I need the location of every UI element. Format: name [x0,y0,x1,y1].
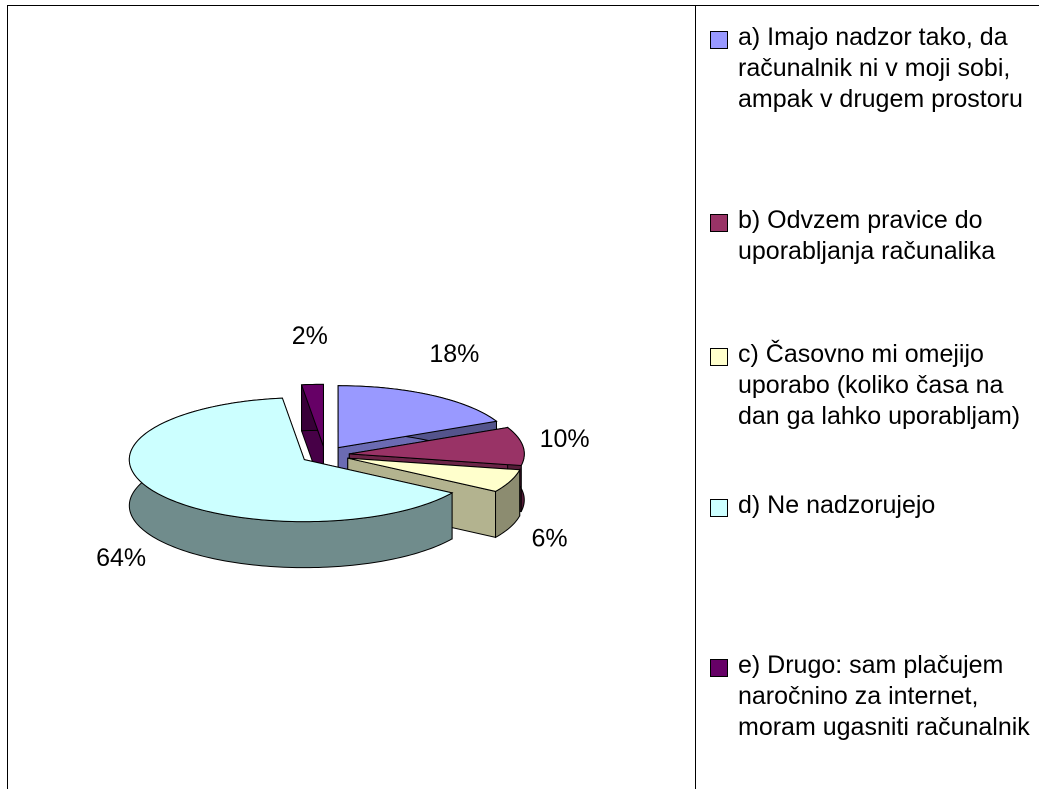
pie-slice [128,397,454,569]
legend-swatch [710,499,728,517]
legend-swatch [710,31,728,49]
legend-swatch [710,214,728,232]
slice-top [349,426,525,467]
legend-item: a) Imajo nadzor tako, da računalnik ni v… [710,22,1039,115]
legend-label: c) Časovno mi omejijo uporabo (koliko ča… [738,340,1021,430]
legend-swatch [710,348,728,366]
legend-label: b) Odvzem pravice do uporabljanja računa… [738,206,996,265]
legend-item: b) Odvzem pravice do uporabljanja računa… [710,205,1039,267]
legend-swatch [710,659,728,677]
slice-top [337,385,498,449]
slice-top [128,397,454,523]
legend-label: a) Imajo nadzor tako, da računalnik ni v… [738,23,1023,113]
data-label: 6% [531,524,567,552]
data-label: 18% [429,340,479,368]
legend-item: c) Časovno mi omejijo uporabo (koliko ča… [710,339,1039,432]
chart-frame [7,5,1039,789]
slice-top [347,457,521,492]
slice-top [300,383,324,447]
data-label: 64% [96,544,146,572]
data-label: 2% [292,322,328,350]
data-label: 10% [540,425,590,453]
legend-item: d) Ne nadzorujejo [710,490,1039,521]
legend-label: d) Ne nadzorujejo [738,491,936,519]
legend-label: e) Drugo: sam plačujem naročnino za inte… [738,651,1030,741]
legend-item: e) Drugo: sam plačujem naročnino za inte… [710,650,1039,743]
